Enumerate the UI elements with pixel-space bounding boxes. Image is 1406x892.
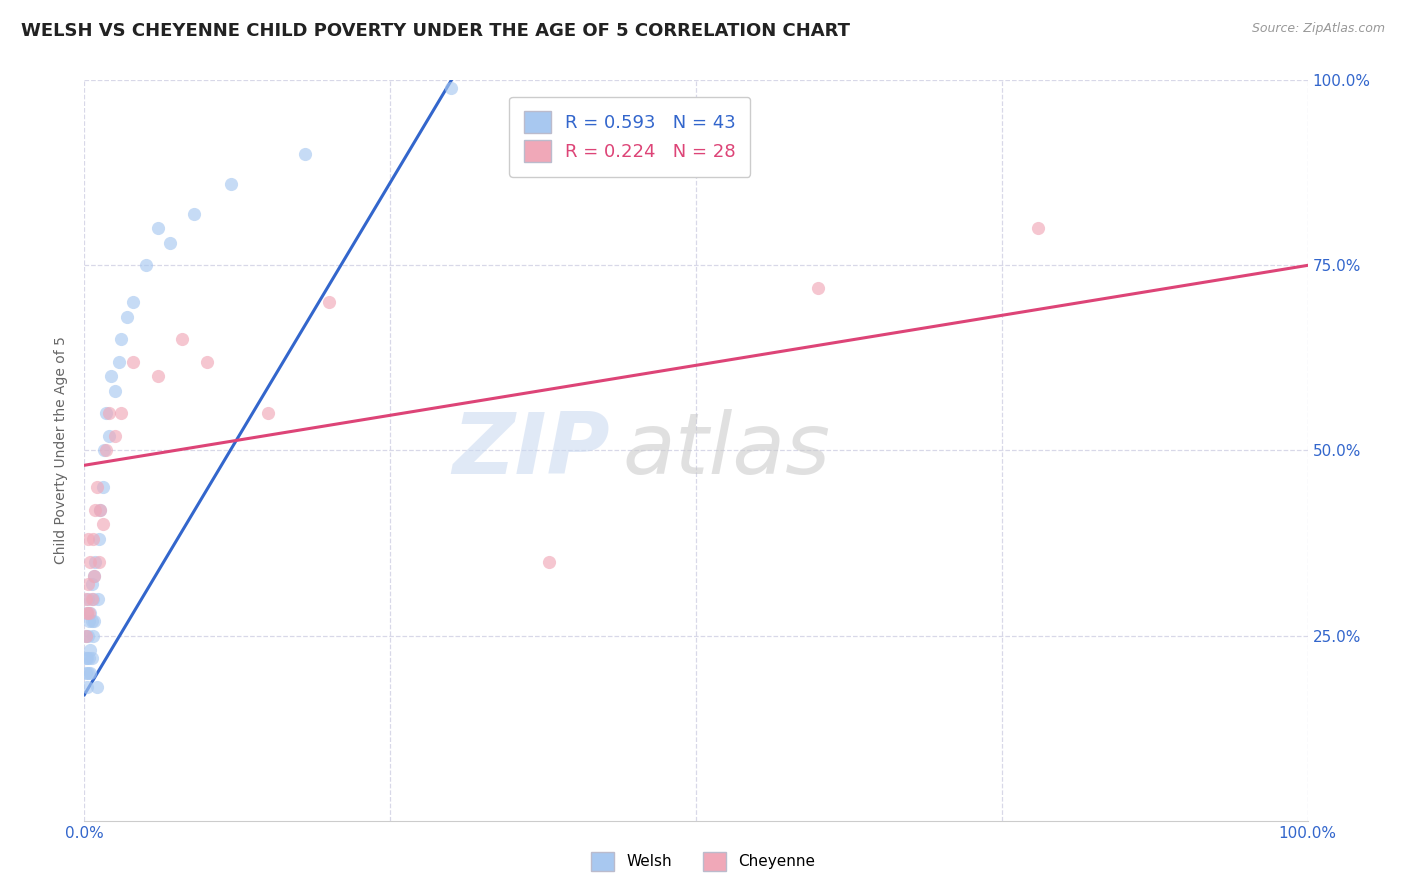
Point	[83, 569, 105, 583]
Point	[146, 221, 169, 235]
Point	[77, 607, 100, 621]
Point	[440, 80, 463, 95]
Text: atlas: atlas	[623, 409, 831, 492]
Point	[172, 332, 194, 346]
Point	[91, 480, 114, 494]
Point	[83, 569, 105, 583]
Point	[100, 369, 122, 384]
Point	[77, 665, 100, 680]
Point	[83, 614, 105, 628]
Point	[122, 354, 145, 368]
Point	[1028, 221, 1050, 235]
Text: WELSH VS CHEYENNE CHILD POVERTY UNDER THE AGE OF 5 CORRELATION CHART: WELSH VS CHEYENNE CHILD POVERTY UNDER TH…	[21, 22, 851, 40]
Point	[807, 280, 830, 294]
Point	[219, 177, 242, 191]
Point	[195, 354, 218, 368]
Point	[318, 295, 340, 310]
Point	[110, 407, 132, 421]
Point	[77, 533, 100, 547]
Text: Source: ZipAtlas.com: Source: ZipAtlas.com	[1251, 22, 1385, 36]
Text: ZIP: ZIP	[453, 409, 610, 492]
Point	[86, 480, 108, 494]
Point	[91, 517, 114, 532]
Point	[84, 555, 107, 569]
Y-axis label: Child Poverty Under the Age of 5: Child Poverty Under the Age of 5	[55, 336, 69, 565]
Point	[135, 259, 157, 273]
Point	[75, 665, 97, 680]
Point	[80, 650, 103, 665]
Point	[76, 681, 98, 695]
Point	[146, 369, 169, 384]
Point	[80, 614, 103, 628]
Legend: Welsh, Cheyenne: Welsh, Cheyenne	[582, 843, 824, 880]
Point	[107, 354, 129, 368]
Point	[87, 533, 110, 547]
Point	[538, 555, 561, 569]
Point	[82, 591, 104, 606]
Point	[79, 555, 101, 569]
Point	[80, 576, 103, 591]
Point	[80, 591, 103, 606]
Point	[96, 443, 118, 458]
Point	[75, 650, 97, 665]
Point	[97, 428, 120, 442]
Point	[294, 147, 316, 161]
Point	[97, 407, 120, 421]
Point	[84, 502, 107, 516]
Point	[86, 681, 108, 695]
Point	[104, 384, 127, 399]
Point	[75, 628, 97, 642]
Point	[76, 607, 98, 621]
Point	[183, 206, 205, 220]
Point	[77, 650, 100, 665]
Point	[79, 607, 101, 621]
Point	[75, 591, 97, 606]
Point	[159, 236, 181, 251]
Point	[77, 576, 100, 591]
Point	[122, 295, 145, 310]
Point	[82, 533, 104, 547]
Point	[104, 428, 127, 442]
Point	[87, 591, 110, 606]
Point	[75, 628, 97, 642]
Point	[77, 591, 100, 606]
Point	[87, 555, 110, 569]
Point	[76, 650, 98, 665]
Point	[77, 614, 100, 628]
Point	[77, 628, 100, 642]
Point	[79, 643, 101, 657]
Point	[76, 607, 98, 621]
Point	[257, 407, 280, 421]
Point	[96, 407, 118, 421]
Point	[79, 665, 101, 680]
Point	[89, 502, 111, 516]
Point	[82, 628, 104, 642]
Point	[93, 443, 115, 458]
Point	[89, 502, 111, 516]
Point	[110, 332, 132, 346]
Point	[115, 310, 138, 325]
Legend: R = 0.593   N = 43, R = 0.224   N = 28: R = 0.593 N = 43, R = 0.224 N = 28	[509, 96, 751, 177]
